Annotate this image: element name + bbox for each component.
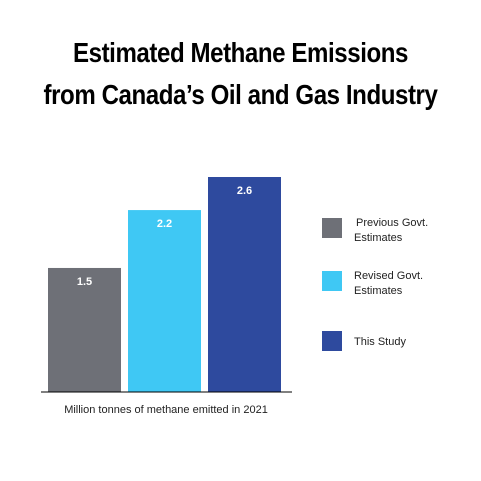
x-axis-label: Million tonnes of methane emitted in 202… [64,404,268,416]
bar-value-label-3: 2.6 [237,185,252,197]
chart-title-line-1: Estimated Methane Emissions [73,37,408,68]
bar-2 [128,210,201,392]
legend-swatch-1 [322,218,342,238]
legend-label-1: Previous Govt. Estimates [354,217,428,244]
bars-group: 1.5 2.2 2.6 [48,177,281,392]
legend-label-2: Revised Govt. Estimates [354,270,423,297]
bar-1 [48,267,121,392]
legend-swatch-3 [322,331,342,351]
legend-swatch-2 [322,271,342,291]
bar-value-label-2: 2.2 [157,218,172,230]
chart-title-line-2: from Canada’s Oil and Gas Industry [43,79,438,110]
legend-label-3: This Study [354,336,406,348]
legend: Previous Govt. Estimates Revised Govt. Esti… [322,217,428,351]
bar-3 [208,177,281,392]
bar-value-label-1: 1.5 [77,276,92,288]
